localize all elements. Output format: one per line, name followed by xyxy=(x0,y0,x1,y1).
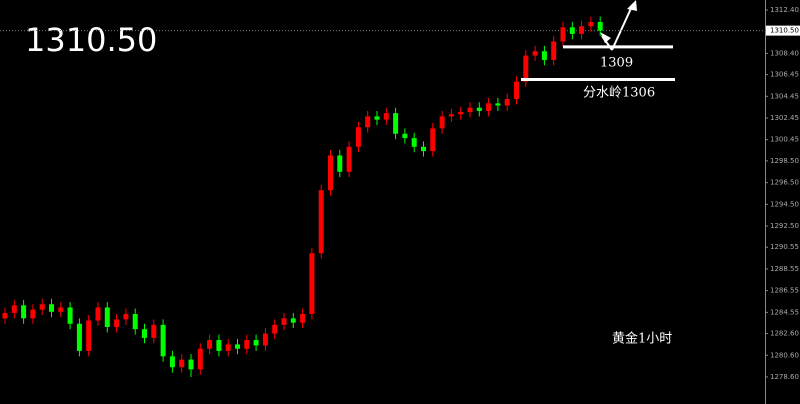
candle-body xyxy=(579,26,585,34)
big-price-label: 1310.50 xyxy=(25,21,157,59)
candle-body xyxy=(262,333,268,346)
last-price-axis-label: 1310.50 xyxy=(770,27,799,35)
y-tick-label: 1278.60 xyxy=(770,373,799,381)
candle-body xyxy=(569,27,575,34)
candle-body xyxy=(142,329,147,338)
candle-body xyxy=(281,318,287,325)
y-tick-label: 1292.50 xyxy=(770,222,799,230)
candle-body xyxy=(541,51,547,60)
candle-body xyxy=(402,133,408,139)
candle-body xyxy=(588,21,594,27)
last-price-box xyxy=(766,25,800,36)
candle-body xyxy=(523,55,529,82)
candle-body xyxy=(30,309,36,319)
candle-body xyxy=(207,340,213,349)
candle-body xyxy=(458,112,464,115)
candle-body xyxy=(216,340,222,351)
candle-body xyxy=(235,344,240,349)
candle-body xyxy=(11,305,17,313)
candle-body xyxy=(486,103,492,111)
candle-body xyxy=(337,155,343,172)
y-tick-label: 1300.45 xyxy=(770,136,799,144)
y-tick-label: 1290.55 xyxy=(770,243,799,251)
candle-body xyxy=(309,253,315,314)
candle-body xyxy=(318,190,324,254)
y-tick-label: 1294.50 xyxy=(770,200,799,208)
chart-title: 黄金1小时 xyxy=(612,331,672,347)
y-tick-label: 1286.55 xyxy=(770,287,799,295)
y-tick-label: 1296.50 xyxy=(770,179,799,187)
candle-body xyxy=(504,99,510,106)
level-label: 分水岭1306 xyxy=(583,86,655,101)
candle-body xyxy=(160,324,166,357)
y-tick-label: 1282.60 xyxy=(770,330,799,338)
candle-body xyxy=(393,113,399,134)
candle-body xyxy=(328,155,333,191)
y-tick-label: 1298.50 xyxy=(770,157,799,165)
candle-body xyxy=(169,356,175,368)
candle-body xyxy=(560,27,566,42)
y-tick-label: 1288.55 xyxy=(770,265,799,273)
y-tick-label: 1308.40 xyxy=(770,49,799,57)
candle-body xyxy=(67,307,73,324)
candle-body xyxy=(514,81,519,100)
level-label: 1309 xyxy=(600,56,633,71)
candle-body xyxy=(39,304,45,310)
y-tick-label: 1302.45 xyxy=(770,114,799,122)
candle-body xyxy=(383,113,389,120)
candle-body xyxy=(411,138,417,147)
candle-body xyxy=(551,41,557,60)
y-tick-label: 1306.45 xyxy=(770,71,799,79)
candle-body xyxy=(439,116,445,129)
candle-body xyxy=(2,312,8,319)
candle-body xyxy=(58,307,64,312)
candle-body xyxy=(86,320,92,351)
candle-body xyxy=(253,340,259,346)
candle-body xyxy=(114,319,120,328)
candle-body xyxy=(197,348,203,370)
candle-body xyxy=(300,313,306,323)
candle-body xyxy=(355,127,361,147)
candle-body xyxy=(76,323,82,351)
candle-body xyxy=(421,146,426,152)
candle-body xyxy=(151,324,157,338)
candle-body xyxy=(597,21,603,31)
candle-body xyxy=(95,307,101,321)
candle-body xyxy=(49,304,54,312)
y-tick-label: 1280.60 xyxy=(770,351,799,359)
candle-body xyxy=(532,51,538,56)
candle-body xyxy=(123,313,129,320)
arrows xyxy=(600,0,637,51)
candle-body xyxy=(374,116,380,120)
candle-body xyxy=(244,340,250,349)
candle-body xyxy=(272,324,278,334)
y-tick-label: 1312.40 xyxy=(770,6,799,14)
y-tick-label: 1304.45 xyxy=(770,92,799,100)
candle-body xyxy=(467,107,473,113)
candle-body xyxy=(21,305,27,319)
candle-body xyxy=(179,359,185,368)
candle-body xyxy=(104,307,110,328)
candle-body xyxy=(188,359,194,370)
candle-body xyxy=(430,128,436,152)
candle-body xyxy=(476,107,482,111)
candle-body xyxy=(290,318,296,323)
candle-body xyxy=(132,313,138,330)
candle-body xyxy=(365,116,371,128)
y-tick-label: 1284.55 xyxy=(770,308,799,316)
candle-body xyxy=(448,114,454,117)
candle-body xyxy=(225,344,231,351)
candle-body xyxy=(346,146,352,172)
candle-body xyxy=(495,103,501,106)
